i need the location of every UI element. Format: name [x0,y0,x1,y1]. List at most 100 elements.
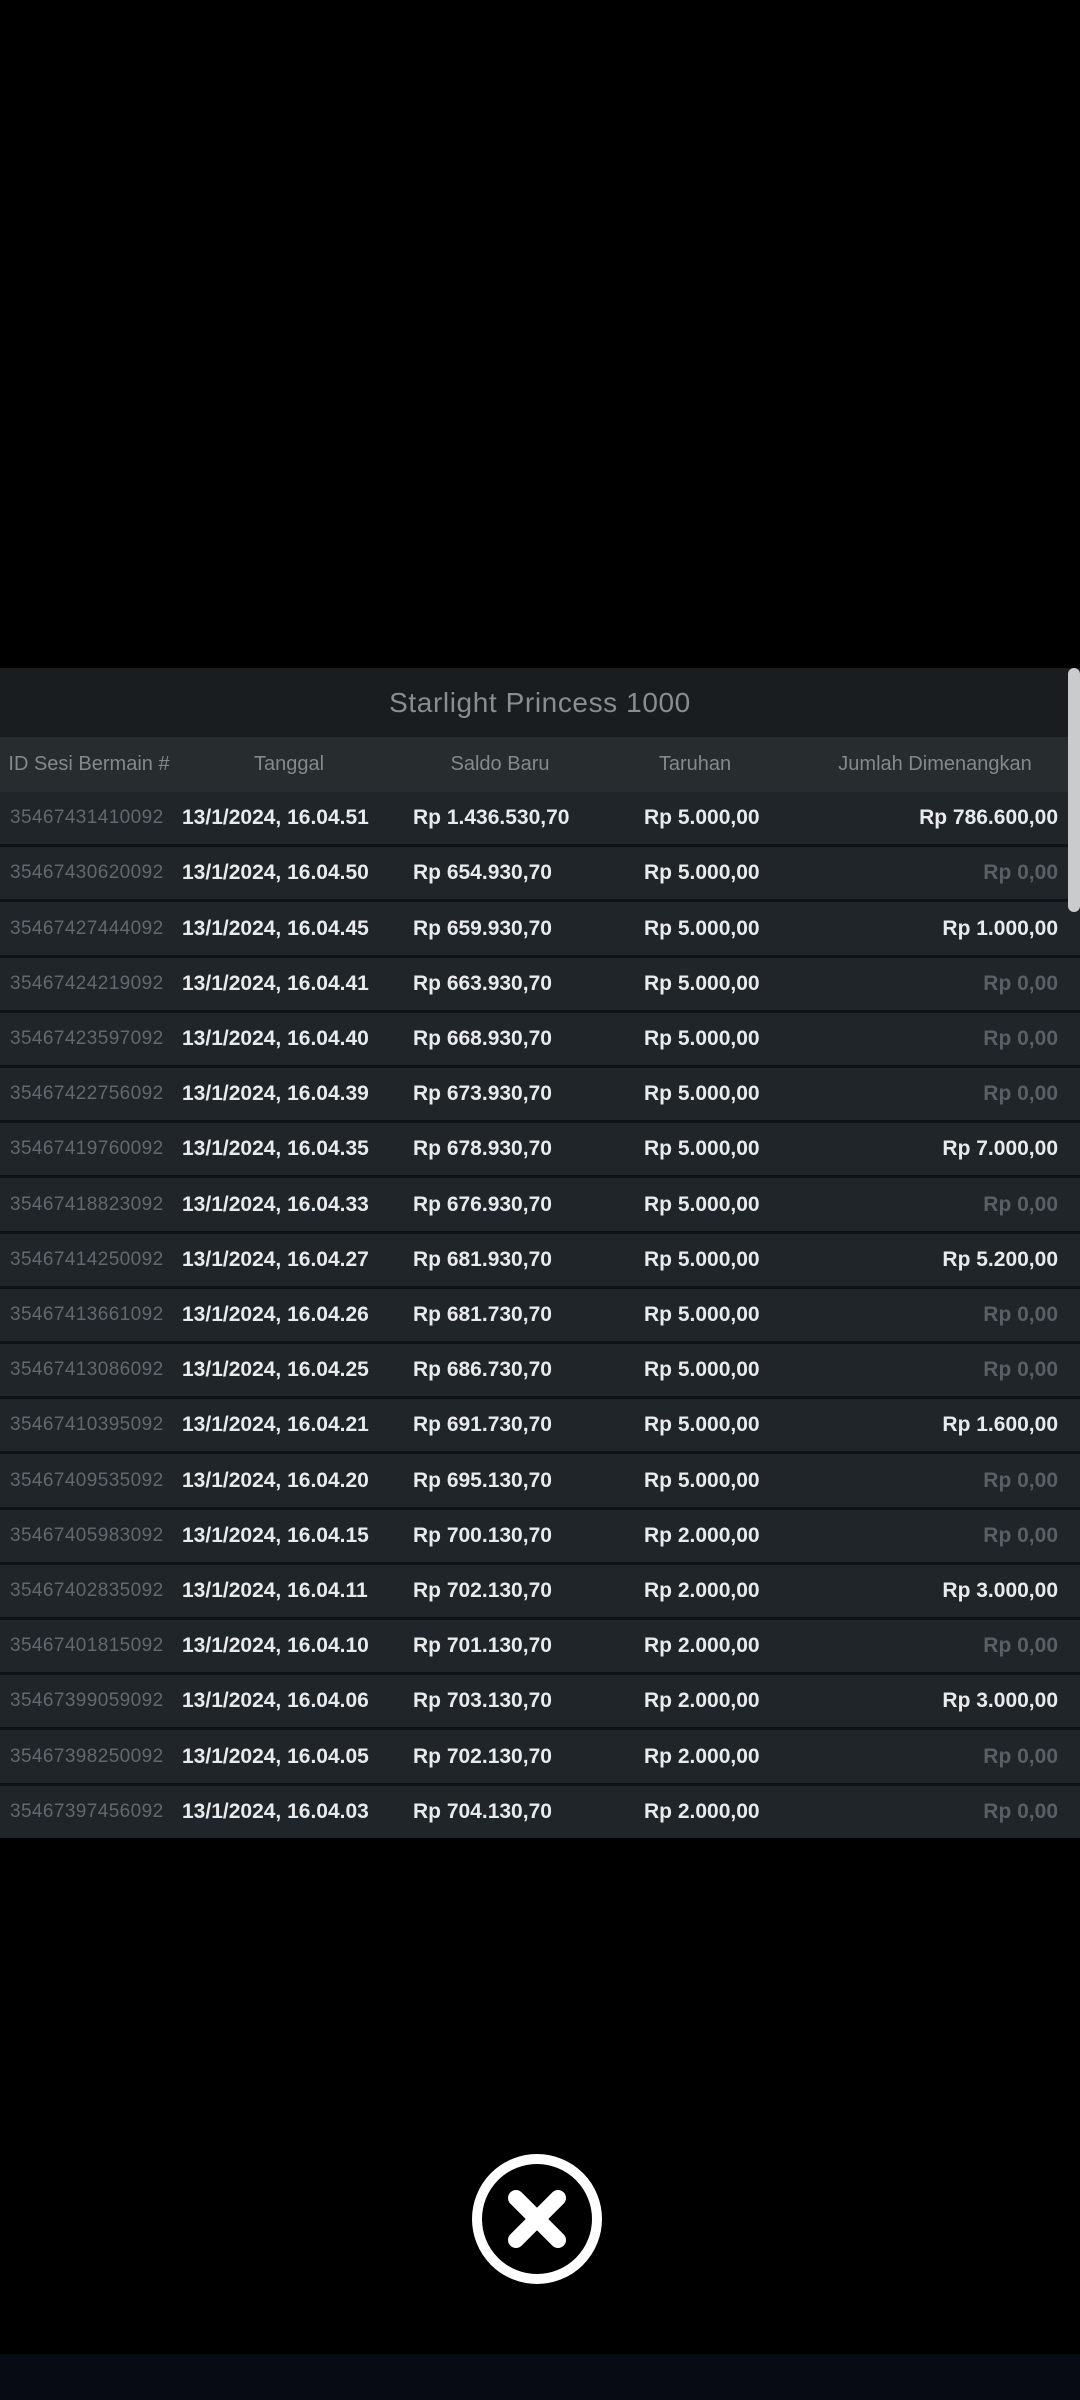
cell-new-balance: Rp 654.930,70 [413,861,552,885]
cell-amount-won: Rp 0,00 [983,1082,1058,1106]
cell-session-id: 35467397456092 [10,1800,164,1822]
cell-bet: Rp 5.000,00 [644,806,760,830]
cell-session-id: 35467430620092 [10,862,164,884]
column-header-date: Tanggal [253,753,325,775]
table-row: 35467430620092 13/1/2024, 16.04.50 Rp 65… [0,847,1080,903]
cell-session-id: 35467402835092 [10,1579,164,1601]
cell-new-balance: Rp 695.130,70 [413,1468,552,1492]
cell-new-balance: Rp 673.930,70 [413,1082,552,1106]
cell-bet: Rp 2.000,00 [644,1578,760,1602]
game-title: Starlight Princess 1000 [389,686,691,718]
game-history-modal: Starlight Princess 1000 ID Sesi Bermain … [0,668,1080,1838]
cell-date: 13/1/2024, 16.04.26 [182,1302,369,1326]
cell-session-id: 35467409535092 [10,1469,164,1491]
cell-date: 13/1/2024, 16.04.21 [182,1413,369,1437]
table-row: 35467397456092 13/1/2024, 16.04.03 Rp 70… [0,1785,1080,1838]
cell-amount-won: Rp 3.000,00 [942,1689,1058,1713]
cell-bet: Rp 5.000,00 [644,1026,760,1050]
cell-bet: Rp 5.000,00 [644,861,760,885]
cell-date: 13/1/2024, 16.04.45 [182,916,369,940]
cell-bet: Rp 5.000,00 [644,1358,760,1382]
table-row: 35467431410092 13/1/2024, 16.04.51 Rp 1.… [0,792,1080,848]
table-row: 35467422756092 13/1/2024, 16.04.39 Rp 67… [0,1068,1080,1124]
cell-bet: Rp 5.000,00 [644,1302,760,1326]
close-button[interactable] [472,2154,602,2284]
cell-new-balance: Rp 663.930,70 [413,971,552,995]
cell-bet: Rp 5.000,00 [644,916,760,940]
cell-new-balance: Rp 681.730,70 [413,1302,552,1326]
cell-bet: Rp 2.000,00 [644,1744,760,1768]
cell-date: 13/1/2024, 16.04.51 [182,806,369,830]
modal-title-bar: Starlight Princess 1000 [0,668,1080,737]
cell-new-balance: Rp 691.730,70 [413,1413,552,1437]
column-header-new-balance: Saldo Baru [450,753,550,775]
cell-session-id: 35467427444092 [10,917,164,939]
cell-date: 13/1/2024, 16.04.20 [182,1468,369,1492]
cell-date: 13/1/2024, 16.04.10 [182,1634,369,1658]
cell-session-id: 35467431410092 [10,807,164,829]
cell-bet: Rp 5.000,00 [644,1192,760,1216]
cell-amount-won: Rp 0,00 [983,1744,1058,1768]
cell-session-id: 35467405983092 [10,1524,164,1546]
cell-session-id: 35467410395092 [10,1414,164,1436]
cell-date: 13/1/2024, 16.04.27 [182,1247,369,1271]
cell-amount-won: Rp 1.600,00 [942,1413,1058,1437]
cell-bet: Rp 5.000,00 [644,1137,760,1161]
cell-new-balance: Rp 703.130,70 [413,1689,552,1713]
cell-bet: Rp 2.000,00 [644,1689,760,1713]
cell-new-balance: Rp 686.730,70 [413,1358,552,1382]
cell-session-id: 35467419760092 [10,1138,164,1160]
cell-amount-won: Rp 5.200,00 [942,1247,1058,1271]
cell-new-balance: Rp 1.436.530,70 [413,806,570,830]
cell-session-id: 35467399059092 [10,1690,164,1712]
cell-session-id: 35467422756092 [10,1083,164,1105]
cell-bet: Rp 2.000,00 [644,1523,760,1547]
cell-date: 13/1/2024, 16.04.06 [182,1689,369,1713]
cell-new-balance: Rp 704.130,70 [413,1799,552,1823]
column-header-session-id: ID Sesi Bermain # [8,753,170,775]
cell-amount-won: Rp 0,00 [983,1302,1058,1326]
scrollbar-thumb[interactable] [1068,668,1080,912]
cell-new-balance: Rp 668.930,70 [413,1026,552,1050]
cell-amount-won: Rp 0,00 [983,1192,1058,1216]
cell-bet: Rp 5.000,00 [644,1247,760,1271]
cell-new-balance: Rp 678.930,70 [413,1137,552,1161]
cell-bet: Rp 5.000,00 [644,1468,760,1492]
cell-session-id: 35467424219092 [10,972,164,994]
cell-amount-won: Rp 7.000,00 [942,1137,1058,1161]
cell-new-balance: Rp 676.930,70 [413,1192,552,1216]
cell-date: 13/1/2024, 16.04.25 [182,1358,369,1382]
table-row: 35467398250092 13/1/2024, 16.04.05 Rp 70… [0,1730,1080,1786]
table-row: 35467423597092 13/1/2024, 16.04.40 Rp 66… [0,1012,1080,1069]
cell-bet: Rp 5.000,00 [644,1082,760,1106]
cell-bet: Rp 5.000,00 [644,1413,760,1437]
table-row: 35467414250092 13/1/2024, 16.04.27 Rp 68… [0,1233,1080,1289]
cell-session-id: 35467413086092 [10,1359,164,1381]
cell-amount-won: Rp 0,00 [983,861,1058,885]
cell-amount-won: Rp 0,00 [983,971,1058,995]
cell-session-id: 35467418823092 [10,1193,164,1215]
cell-amount-won: Rp 0,00 [983,1523,1058,1547]
table-row: 35467410395092 13/1/2024, 16.04.21 Rp 69… [0,1399,1080,1455]
cell-new-balance: Rp 681.930,70 [413,1247,552,1271]
cell-amount-won: Rp 0,00 [983,1468,1058,1492]
cell-date: 13/1/2024, 16.04.33 [182,1192,369,1216]
cell-bet: Rp 2.000,00 [644,1634,760,1658]
cell-new-balance: Rp 702.130,70 [413,1744,552,1768]
cell-session-id: 35467423597092 [10,1027,164,1049]
cell-date: 13/1/2024, 16.04.35 [182,1137,369,1161]
table-row: 35467427444092 13/1/2024, 16.04.45 Rp 65… [0,902,1080,958]
cell-date: 13/1/2024, 16.04.15 [182,1523,369,1547]
cell-session-id: 35467401815092 [10,1635,164,1657]
cell-amount-won: Rp 786.600,00 [919,806,1058,830]
table-row: 35467399059092 13/1/2024, 16.04.06 Rp 70… [0,1675,1080,1731]
cell-bet: Rp 5.000,00 [644,971,760,995]
cell-date: 13/1/2024, 16.04.41 [182,971,369,995]
table-row: 35467413661092 13/1/2024, 16.04.26 Rp 68… [0,1288,1080,1345]
cell-new-balance: Rp 701.130,70 [413,1634,552,1658]
history-table-body: 35467431410092 13/1/2024, 16.04.51 Rp 1.… [0,792,1080,1838]
cell-new-balance: Rp 700.130,70 [413,1523,552,1547]
table-row: 35467418823092 13/1/2024, 16.04.33 Rp 67… [0,1178,1080,1234]
cell-new-balance: Rp 659.930,70 [413,916,552,940]
table-row: 35467409535092 13/1/2024, 16.04.20 Rp 69… [0,1454,1080,1510]
